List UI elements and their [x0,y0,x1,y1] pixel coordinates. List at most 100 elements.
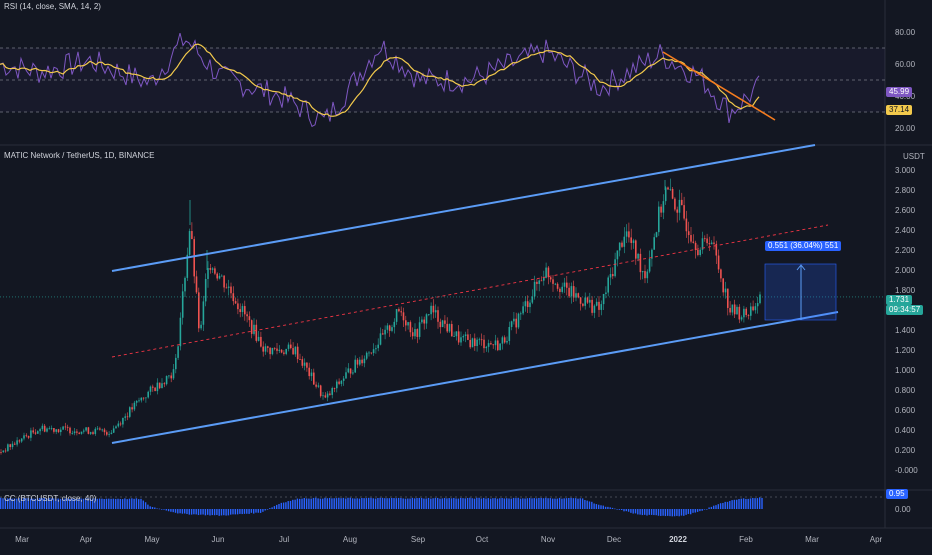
candle-body [547,267,550,278]
time-label: Aug [343,535,357,544]
cc-bar [685,509,687,515]
candle-body [101,429,103,431]
cc-bar [241,509,243,515]
cc-bar [119,498,121,509]
candle-body [94,428,97,434]
cc-indicator-label[interactable]: CC (BTCUSDT, close, 40) [4,494,97,503]
candle-body [294,346,297,355]
candle-body [239,309,241,312]
candle-body [186,254,189,278]
cc-bar [556,498,558,509]
candle-body [685,218,688,232]
cc-bar [462,498,464,509]
candle-body [345,372,347,379]
cc-bar [92,498,94,509]
candle-body [62,426,64,430]
candle-body [618,242,621,251]
candle-body [131,407,133,410]
candle-body [517,313,520,328]
cc-bar [446,498,448,509]
candle-body [158,382,161,389]
cc-bar [230,509,232,515]
candle-body [379,333,382,345]
candle-body [283,352,285,354]
candle-body [103,429,106,433]
cc-bar [207,509,209,515]
candle-body [724,288,727,293]
candle-body [20,438,23,442]
cc-bar [324,497,326,509]
candle-body [428,314,430,315]
candle-body [570,286,573,297]
candle-body [48,428,51,430]
candle-body [687,231,690,236]
candle-body [386,325,389,330]
cc-bar [554,498,556,509]
candle-body [223,275,225,288]
candle-body [154,387,156,392]
candle-body [60,429,62,433]
cc-bar [13,498,16,509]
cc-bar [411,497,414,509]
candle-body [563,282,566,287]
candle-body [593,305,596,313]
price-tick-label: 1.400 [895,326,916,335]
candle-body [122,417,124,425]
candle-body [188,231,191,255]
cc-bar [706,509,708,510]
symbol-label[interactable]: MATIC Network / TetherUS, 1D, BINANCE [4,151,155,160]
cc-bar [75,498,78,509]
candle-body [568,287,570,297]
cc-bar [416,498,418,509]
candle-body [641,271,644,273]
candle-body [577,293,580,298]
candle-body [234,301,237,304]
candle-body [561,286,563,292]
candle-body [365,352,368,359]
candle-body [145,397,147,399]
cc-bar [18,498,20,509]
candle-body [152,386,154,388]
candle-body [87,427,90,434]
candle-body [382,333,384,335]
candle-body [163,383,166,385]
cc-bar [687,509,690,514]
candle-body [476,339,478,347]
cc-bar [269,508,271,509]
candle-body [524,301,527,307]
cc-bar [312,497,315,509]
candle-body [260,336,262,347]
candle-body [462,336,465,338]
cc-bar [466,497,469,509]
cc-bar [181,509,184,514]
candle-body [85,427,87,431]
cc-bar [285,502,287,509]
cc-bar [683,509,685,516]
cc-bar [400,497,402,509]
candle-body [211,268,214,270]
candle-body [322,395,324,397]
currency-label[interactable]: USDT [903,152,925,161]
candle-body [655,232,658,238]
cc-bar [660,509,662,516]
cc-bar [432,498,434,509]
candle-body [198,292,200,329]
candle-body [172,369,175,379]
cc-bar [471,498,473,509]
candle-body [359,359,361,365]
candle-body [432,305,435,313]
cc-bar [423,498,425,509]
candle-body [395,309,398,322]
candle-body [497,340,499,351]
cc-bar [96,498,98,509]
rsi-indicator-label[interactable]: RSI (14, close, SMA, 14, 2) [4,2,101,11]
cc-bar [356,498,358,509]
cc-bar [223,509,225,516]
cc-bar [144,502,147,509]
cc-bar [540,497,542,509]
candle-body [533,281,536,297]
candle-body [34,432,37,434]
candle-body [66,426,69,428]
